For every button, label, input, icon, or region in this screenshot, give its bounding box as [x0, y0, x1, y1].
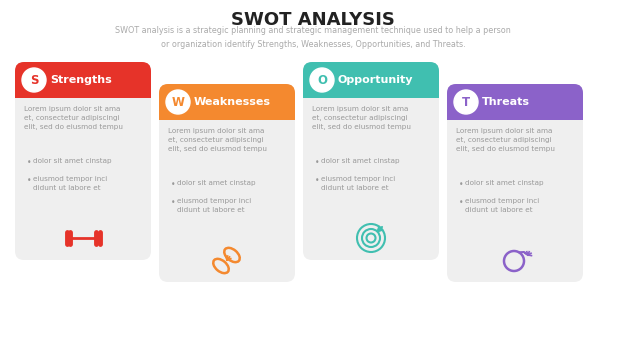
Text: Strengths: Strengths [50, 75, 112, 85]
Text: Weaknesses: Weaknesses [194, 97, 271, 107]
FancyBboxPatch shape [159, 84, 295, 282]
Text: O: O [317, 74, 327, 87]
Circle shape [22, 68, 46, 92]
Text: W: W [172, 95, 185, 108]
Circle shape [310, 68, 334, 92]
Text: eiusmod tempor inci
didunt ut labore et: eiusmod tempor inci didunt ut labore et [321, 176, 395, 191]
Text: •: • [27, 176, 31, 185]
Text: Lorem ipsum dolor sit ama
et, consectetur adipiscingi
elit, sed do eiusmod tempu: Lorem ipsum dolor sit ama et, consectetu… [456, 128, 555, 151]
FancyBboxPatch shape [303, 80, 439, 98]
Text: •: • [315, 158, 319, 167]
Text: Lorem ipsum dolor sit ama
et, consectetur adipiscingi
elit, sed do eiusmod tempu: Lorem ipsum dolor sit ama et, consectetu… [24, 106, 123, 130]
Circle shape [454, 90, 478, 114]
Text: •: • [171, 180, 175, 189]
FancyBboxPatch shape [303, 62, 439, 98]
FancyBboxPatch shape [159, 102, 295, 120]
Text: eiusmod tempor inci
didunt ut labore et: eiusmod tempor inci didunt ut labore et [33, 176, 107, 191]
FancyBboxPatch shape [15, 80, 151, 98]
Text: Threats: Threats [482, 97, 530, 107]
FancyBboxPatch shape [303, 62, 439, 260]
Text: eiusmod tempor inci
didunt ut labore et: eiusmod tempor inci didunt ut labore et [465, 198, 539, 213]
FancyBboxPatch shape [15, 62, 151, 98]
Text: T: T [462, 95, 470, 108]
FancyBboxPatch shape [447, 84, 583, 282]
Text: S: S [30, 74, 38, 87]
Text: dolor sit amet cinstap: dolor sit amet cinstap [465, 180, 543, 186]
Text: Opportunity: Opportunity [338, 75, 414, 85]
FancyBboxPatch shape [15, 62, 151, 260]
Text: Lorem ipsum dolor sit ama
et, consectetur adipiscingi
elit, sed do eiusmod tempu: Lorem ipsum dolor sit ama et, consectetu… [168, 128, 267, 151]
Text: Lorem ipsum dolor sit ama
et, consectetur adipiscingi
elit, sed do eiusmod tempu: Lorem ipsum dolor sit ama et, consectetu… [312, 106, 411, 130]
FancyBboxPatch shape [447, 102, 583, 120]
Circle shape [166, 90, 190, 114]
Text: •: • [27, 158, 31, 167]
Text: •: • [315, 176, 319, 185]
Text: •: • [171, 198, 175, 207]
Text: SWOT ANALYSIS: SWOT ANALYSIS [231, 11, 395, 29]
Text: dolor sit amet cinstap: dolor sit amet cinstap [33, 158, 111, 164]
Text: •: • [459, 198, 463, 207]
Text: dolor sit amet cinstap: dolor sit amet cinstap [177, 180, 255, 186]
Text: •: • [459, 180, 463, 189]
Text: eiusmod tempor inci
didunt ut labore et: eiusmod tempor inci didunt ut labore et [177, 198, 251, 213]
Text: SWOT analysis is a strategic planning and strategic management technique used to: SWOT analysis is a strategic planning an… [115, 26, 511, 49]
FancyBboxPatch shape [447, 84, 583, 120]
FancyBboxPatch shape [159, 84, 295, 120]
Text: dolor sit amet cinstap: dolor sit amet cinstap [321, 158, 399, 164]
